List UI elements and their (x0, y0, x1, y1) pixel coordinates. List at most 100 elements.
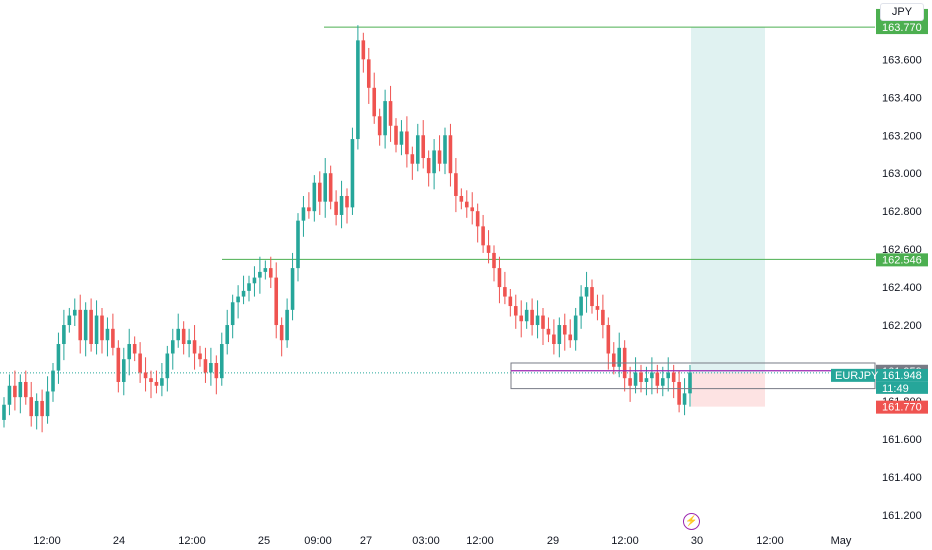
price-tick-label: 163.000 (882, 168, 922, 180)
candle-body (639, 372, 643, 382)
candle-body (236, 296, 240, 303)
stop-zone (691, 372, 765, 407)
price-tag (876, 253, 928, 267)
candle-body (209, 362, 213, 373)
time-tick-label: 12:00 (466, 535, 494, 547)
candle-body (263, 268, 268, 272)
lightning-bolt-icon[interactable]: ⚡ (683, 513, 700, 530)
candle-body (437, 150, 442, 164)
candle-body (334, 201, 338, 215)
candle-body (671, 372, 676, 382)
candle-body (677, 381, 681, 405)
candle-body (78, 309, 83, 341)
candle-body (45, 391, 50, 417)
candle-body (274, 277, 279, 326)
time-tick-label: 27 (360, 535, 372, 547)
price-axis[interactable]: 163.600 163.400 163.200 163.000 162.800 162.6… (882, 54, 922, 521)
candle-body (100, 315, 104, 341)
candle-body (383, 101, 387, 136)
candle-body (345, 195, 349, 208)
price-tick-label: 163.600 (882, 54, 922, 66)
candle-body (116, 347, 121, 382)
candle-body (666, 372, 671, 379)
price-tag-label: 161.770 (882, 402, 922, 414)
candle-body (454, 173, 458, 196)
price-tick-label: 161.400 (882, 472, 922, 484)
candle-body (595, 306, 600, 310)
candle-body (192, 340, 197, 354)
price-tick-label: 161.200 (882, 510, 922, 522)
candle-body (290, 268, 295, 310)
candle-body (606, 325, 611, 354)
candle-body (590, 287, 594, 307)
candle-body (552, 334, 556, 345)
candle-body (448, 135, 453, 174)
candle-body (541, 315, 545, 329)
candle-body (165, 353, 170, 379)
candle-body (339, 195, 344, 215)
candle-body (508, 296, 513, 307)
candle-body (317, 182, 322, 202)
candle-body (225, 325, 230, 345)
candle-body (579, 296, 583, 316)
horizontal-levels (0, 26, 875, 374)
candle-body (23, 381, 28, 398)
candle-body (72, 309, 77, 316)
price-tag (876, 21, 928, 35)
candle-body (296, 220, 300, 269)
time-axis[interactable]: 12:00 24 12:00 25 09:00 27 03:00 12:00 29 12:00 30… (33, 535, 852, 547)
position-zones (691, 27, 765, 407)
candle-body (394, 125, 398, 145)
currency-button[interactable]: JPY (880, 3, 924, 21)
candle-body (405, 131, 409, 155)
countdown-tag (876, 381, 928, 394)
candle-body (252, 277, 257, 284)
time-tick-label: 12:00 (33, 535, 61, 547)
candle-body (230, 302, 235, 326)
candle-body (138, 353, 142, 373)
candle-body (530, 309, 534, 326)
candle-body (170, 340, 175, 354)
candle-body (557, 325, 562, 345)
price-tick-label: 162.400 (882, 282, 922, 294)
candle-body (573, 315, 578, 341)
time-tick-label: 30 (691, 535, 703, 547)
candle-body (160, 378, 164, 386)
symbol-label: EURJPY (835, 370, 879, 382)
candle-body (121, 359, 126, 382)
candle-body (13, 385, 17, 398)
candle-body (426, 158, 431, 174)
candle-body (241, 290, 246, 297)
candle-body (307, 207, 311, 212)
candle-body (149, 378, 153, 382)
candle-body (410, 154, 415, 164)
candle-body (40, 400, 44, 417)
time-tick-label: 03:00 (412, 535, 440, 547)
time-tick-label: 12:00 (178, 535, 206, 547)
candle-body (372, 87, 377, 117)
candle-body (143, 372, 148, 379)
price-tag (876, 368, 928, 382)
candles (2, 25, 692, 433)
candle-body (459, 195, 464, 202)
candle-body (535, 315, 540, 326)
candle-body (568, 334, 573, 341)
candle-body (503, 287, 507, 297)
candle-body (546, 328, 551, 335)
candle-body (56, 344, 61, 371)
candle-body (688, 372, 692, 394)
price-tick-label: 163.400 (882, 92, 922, 104)
candle-body (432, 150, 436, 174)
candle-body (29, 397, 34, 417)
candle-body (2, 404, 6, 420)
candle-body (83, 309, 88, 341)
time-tick-label: 12:00 (756, 535, 784, 547)
candle-body (34, 400, 39, 417)
price-tag-label: 161.948 (882, 370, 922, 382)
candle-body (682, 393, 687, 405)
candle-body (617, 347, 622, 367)
candle-body (51, 370, 55, 392)
time-tick-label: May (831, 535, 852, 547)
candle-body (415, 135, 420, 164)
